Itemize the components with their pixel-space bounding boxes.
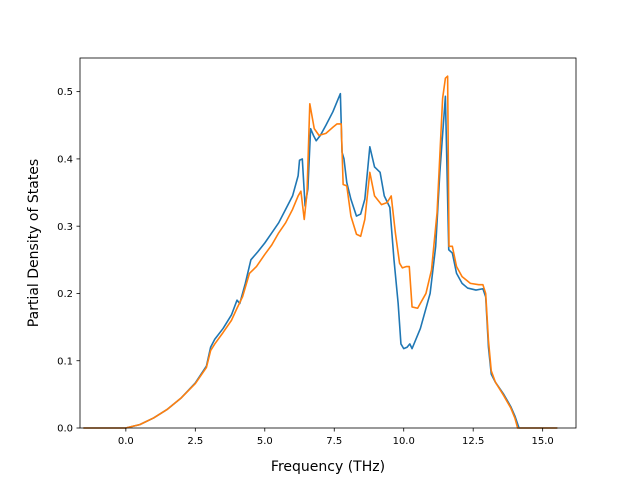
y-tick-label: 0.4	[57, 155, 73, 166]
y-tick-label: 0.0	[57, 424, 73, 435]
x-tick-label: 5.0	[257, 436, 273, 447]
x-tick-label: 2.5	[187, 436, 203, 447]
series-line-2	[83, 75, 558, 429]
y-tick-label: 0.1	[57, 356, 73, 367]
series-layer	[83, 75, 558, 429]
y-axis-ticks: 0.0 0.1 0.2 0.3 0.4 0.5	[57, 87, 80, 435]
axes-background	[80, 58, 576, 428]
axes-frame	[79, 57, 577, 429]
plot-area: 0.0 2.5 5.0 7.5 10.0 12.5 15.0 0.0 0.1 0.2 0.3 0.4…	[57, 57, 577, 447]
x-tick-label: 10.0	[393, 436, 415, 447]
y-tick-label: 0.3	[57, 222, 73, 233]
x-tick-label: 12.5	[462, 436, 484, 447]
y-tick-label: 0.2	[57, 289, 73, 300]
x-axis-title: Frequency (THz)	[271, 459, 385, 475]
x-tick-label: 7.5	[326, 436, 342, 447]
y-tick-label: 0.5	[57, 87, 73, 98]
x-tick-label: 0.0	[118, 436, 134, 447]
x-tick-label: 15.0	[532, 436, 554, 447]
series-line-1	[83, 92, 558, 429]
y-axis-title: Partial Density of States	[26, 159, 42, 327]
x-axis-ticks: 0.0 2.5 5.0 7.5 10.0 12.5 15.0	[118, 428, 554, 447]
